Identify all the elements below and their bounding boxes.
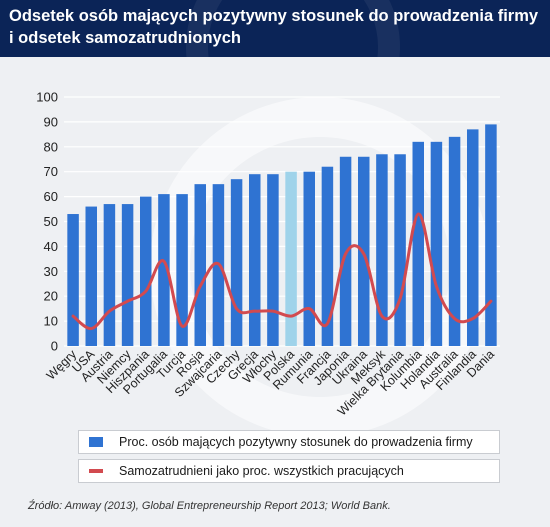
bar: [485, 124, 497, 346]
y-tick-label: 60: [44, 189, 58, 204]
bar: [249, 174, 261, 346]
y-tick-label: 100: [36, 90, 58, 105]
bar: [140, 196, 152, 346]
bar: [103, 204, 116, 346]
header-decoration: [186, 0, 400, 57]
y-tick-label: 80: [44, 139, 58, 154]
bar: [430, 141, 443, 346]
chart-title: Odsetek osób mających pozytywny stosunek…: [9, 7, 539, 47]
bar: [303, 171, 315, 346]
legend-label-bars: Proc. osób mających pozytywny stosunek d…: [119, 435, 473, 449]
bar: [230, 179, 243, 346]
legend-swatch-bars: [89, 437, 103, 447]
bar: [394, 154, 406, 346]
y-tick-label: 90: [44, 114, 58, 129]
y-tick-label: 0: [51, 339, 58, 354]
bar: [85, 206, 97, 346]
source-note: Źródło: Amway (2013), Global Entrepreneu…: [28, 500, 391, 512]
y-tick-label: 70: [44, 164, 58, 179]
y-tick-label: 10: [44, 314, 58, 329]
bar: [285, 171, 297, 346]
y-tick-label: 30: [44, 264, 58, 279]
series-line: [71, 212, 493, 331]
bar: [448, 136, 461, 346]
bar: [121, 204, 134, 346]
bar: [158, 194, 170, 346]
y-tick-label: 40: [44, 239, 58, 254]
y-tick-label: 50: [44, 214, 58, 229]
bar: [176, 194, 188, 346]
bar: [467, 129, 479, 346]
legend-item-bars: Proc. osób mających pozytywny stosunek d…: [78, 430, 500, 454]
bar: [194, 184, 206, 346]
legend-item-line: Samozatrudnieni jako proc. wszystkich pr…: [78, 459, 500, 483]
header: Odsetek osób mających pozytywny stosunek…: [0, 0, 550, 57]
legend-swatch-line: [89, 469, 103, 473]
y-tick-label: 20: [44, 289, 58, 304]
bar: [321, 166, 334, 346]
bar: [412, 141, 424, 346]
bar: [67, 214, 79, 346]
bar: [267, 174, 279, 346]
bar: [376, 154, 388, 346]
legend-label-line: Samozatrudnieni jako proc. wszystkich pr…: [119, 464, 404, 478]
